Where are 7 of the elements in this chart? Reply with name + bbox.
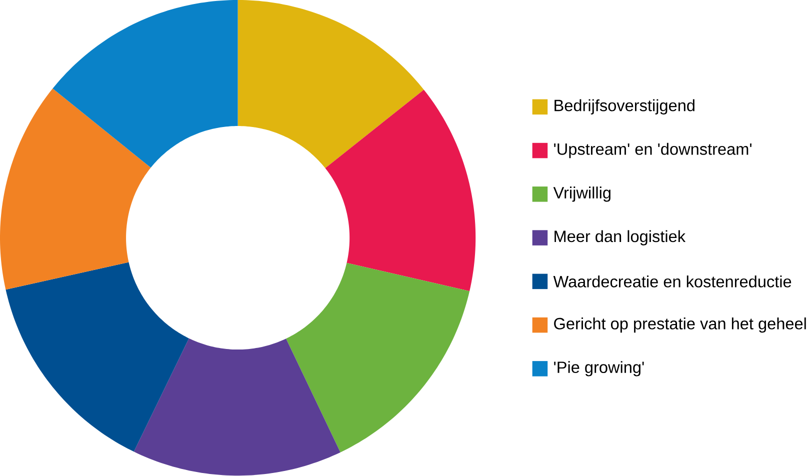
legend-label: Vrijwillig: [553, 186, 610, 202]
legend-label: Gericht op prestatie van het geheel: [554, 318, 806, 333]
legend-label: 'Pie growing': [554, 361, 644, 376]
legend-label: Bedrijfsoverstijgend: [554, 100, 694, 115]
legend-label: Waardecreatie en kostenreductie: [553, 276, 792, 288]
legend-label: Meer dan logistiek: [554, 230, 686, 246]
legend-label: 'Upstream' en 'downstream': [554, 143, 752, 158]
